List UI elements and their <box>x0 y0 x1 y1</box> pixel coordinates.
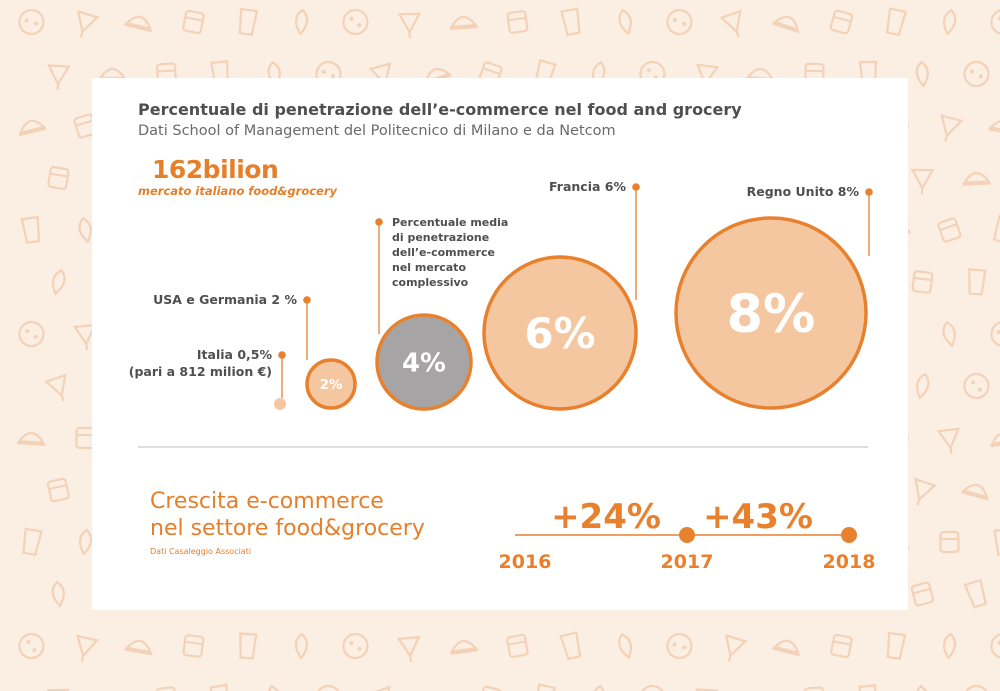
bubble-value-4: 8% <box>727 285 816 345</box>
timeline-year-2017: 2017 <box>661 551 714 573</box>
bubble-label-0-0: Italia 0,5% <box>197 347 273 362</box>
leader-dot-2 <box>375 218 383 226</box>
growth-source: Dati Casaleggio Associati <box>150 547 252 556</box>
bubble-4 <box>674 216 868 410</box>
market-caption: mercato italiano food&grocery <box>138 184 338 198</box>
bubble-value-3: 6% <box>525 309 596 358</box>
bubble-label-2-0: Percentuale media <box>392 216 508 229</box>
bubble-1 <box>305 358 357 410</box>
bubble-value-1: 2% <box>320 378 342 393</box>
timeline-year-2016: 2016 <box>499 551 552 573</box>
timeline-year-2018: 2018 <box>823 551 876 573</box>
bubble-label-2-1: di penetrazione <box>392 231 489 244</box>
timeline-point-2017 <box>679 527 695 543</box>
bubble-value-2: 4% <box>402 348 446 378</box>
page-title: Percentuale di penetrazione dell’e-comme… <box>138 100 742 119</box>
bubble-label-2-4: complessivo <box>392 276 469 289</box>
bubble-label-2-3: nel mercato <box>392 261 466 274</box>
leader-dot-0 <box>278 351 286 359</box>
growth-title: Crescita e-commerce nel settore food&gro… <box>150 488 425 542</box>
bubble-label-2-2: dell’e-commerce <box>392 246 495 259</box>
market-value: 162bilion <box>152 155 279 184</box>
growth-label-0: +24% <box>551 497 661 537</box>
leader-dot-1 <box>303 296 311 304</box>
timeline-point-2018 <box>841 527 857 543</box>
bubble-2 <box>375 313 473 411</box>
leader-dot-3 <box>632 183 640 191</box>
leader-dot-4 <box>865 188 873 196</box>
bubble-3 <box>482 255 638 411</box>
bubble-label-4-0: Regno Unito 8% <box>747 184 860 199</box>
growth-title-line-2: nel settore food&grocery <box>150 516 425 541</box>
bubble-label-1-0: USA e Germania 2 % <box>153 292 297 307</box>
page-subtitle: Dati School of Management del Politecnic… <box>138 123 616 139</box>
growth-label-1: +43% <box>703 497 813 537</box>
growth-title-line-1: Crescita e-commerce <box>150 489 384 514</box>
bubble-label-3-0: Francia 6% <box>549 179 626 194</box>
bubble-label-0-1: (pari a 812 milion €) <box>129 364 272 379</box>
bubble-0 <box>274 398 286 410</box>
